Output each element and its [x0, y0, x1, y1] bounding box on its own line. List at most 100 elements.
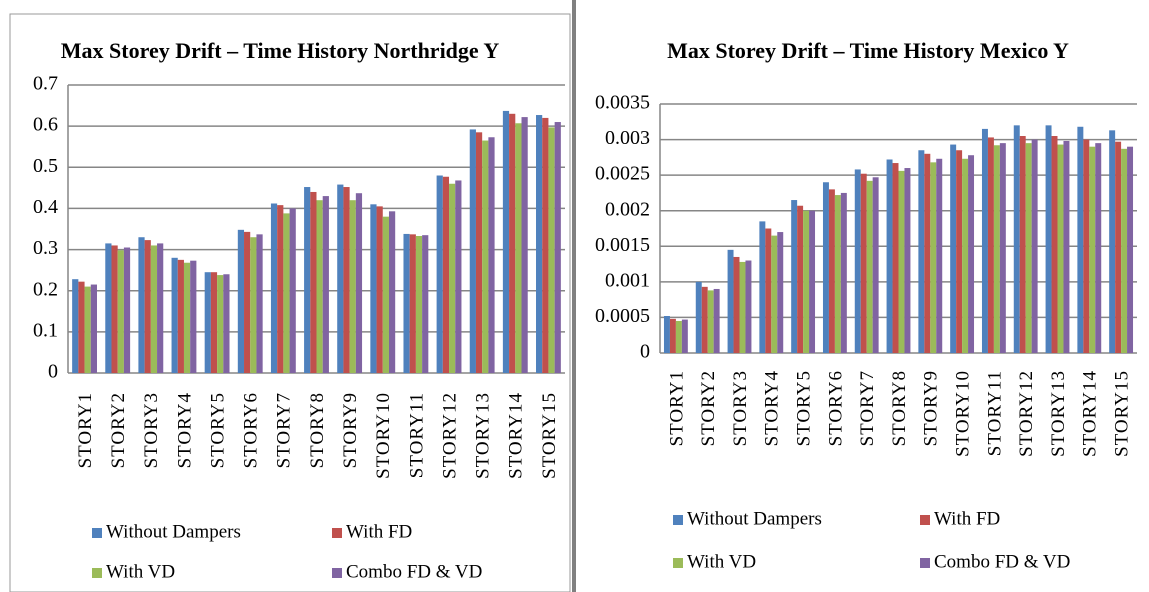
bar: [316, 200, 323, 373]
legend-swatch: [92, 528, 102, 538]
bar: [548, 127, 555, 374]
legend-label: Without Dampers: [687, 508, 822, 529]
bar: [370, 204, 377, 373]
bar: [355, 193, 363, 373]
legend-label: With VD: [687, 551, 756, 572]
bar: [993, 145, 1000, 353]
x-tick-label: STORY9: [340, 392, 361, 468]
bar: [343, 187, 350, 373]
x-tick-label: STORY15: [539, 392, 560, 479]
panel-divider: [572, 0, 576, 592]
legend-swatch: [920, 515, 930, 525]
bar: [111, 245, 118, 373]
bar: [669, 318, 676, 353]
x-tick-label: STORY14: [506, 392, 527, 479]
bar: [828, 189, 835, 353]
bar: [727, 249, 734, 353]
bar: [204, 272, 211, 373]
x-tick-label: STORY13: [1048, 370, 1069, 457]
bar: [223, 274, 230, 373]
bar: [681, 319, 688, 353]
bar: [250, 237, 257, 373]
y-tick-label: 0.4: [33, 196, 58, 218]
x-tick-label: STORY7: [857, 370, 878, 446]
x-tick-label: STORY8: [307, 392, 328, 468]
bar: [987, 137, 994, 353]
bar: [442, 176, 450, 373]
y-tick-label: 0.3: [33, 237, 58, 259]
bar: [1083, 139, 1090, 353]
x-tick-label: STORY7: [274, 392, 295, 468]
x-tick-label: STORY13: [473, 392, 494, 479]
bar: [289, 208, 296, 373]
x-tick-label: STORY1: [666, 370, 687, 446]
bar: [777, 232, 784, 353]
bar: [183, 262, 191, 373]
bar: [956, 150, 963, 353]
x-tick-label: STORY11: [406, 392, 427, 478]
bar: [515, 123, 522, 374]
bar: [797, 205, 804, 353]
bar: [695, 281, 702, 353]
bar: [536, 115, 543, 373]
bar: [403, 233, 410, 373]
x-tick-label: STORY3: [141, 392, 162, 468]
bar: [509, 113, 516, 374]
bar: [349, 200, 356, 373]
bar: [1121, 148, 1128, 353]
left-panel-frame: [9, 13, 571, 592]
bar: [270, 203, 278, 373]
bar: [1089, 146, 1096, 353]
bar: [283, 213, 290, 373]
bar: [860, 173, 867, 353]
legend-label: With FD: [934, 508, 1000, 529]
bar: [898, 170, 905, 353]
bar: [150, 245, 158, 373]
legend-swatch: [673, 558, 683, 568]
bar: [968, 155, 975, 353]
x-tick-label: STORY11: [984, 370, 1005, 456]
bar: [1127, 146, 1134, 353]
bar: [337, 184, 344, 373]
y-tick-label: 0: [48, 361, 58, 383]
y-tick-label: 0: [640, 341, 650, 363]
bar: [840, 192, 847, 353]
bar: [482, 140, 489, 373]
bar: [123, 247, 131, 373]
y-tick-label: 0.003: [605, 127, 650, 149]
bar: [1109, 130, 1116, 353]
bar: [455, 180, 462, 373]
bar: [1077, 126, 1084, 353]
bar: [542, 117, 549, 374]
bar: [809, 210, 816, 353]
legend-label: With VD: [106, 561, 175, 582]
legend-swatch: [673, 515, 683, 525]
bar: [475, 132, 483, 373]
bar: [190, 260, 197, 373]
bar: [217, 275, 224, 373]
bar: [918, 150, 925, 353]
bar: [759, 221, 766, 353]
bar: [177, 259, 184, 373]
x-tick-label: STORY5: [793, 370, 814, 446]
bar: [745, 260, 752, 353]
bar: [872, 177, 879, 353]
x-tick-label: STORY4: [762, 370, 783, 446]
x-tick-label: STORY12: [439, 392, 460, 479]
x-tick-label: STORY1: [75, 392, 96, 468]
bar: [415, 235, 423, 373]
bar: [936, 158, 943, 353]
x-tick-label: STORY14: [1080, 370, 1101, 457]
bar: [854, 169, 861, 353]
x-tick-label: STORY4: [174, 392, 195, 468]
legend-label: Combo FD & VD: [934, 551, 1070, 572]
bar: [105, 243, 112, 373]
bar: [675, 320, 682, 353]
y-tick-label: 0.001: [605, 269, 650, 291]
y-tick-label: 0.0005: [595, 305, 650, 327]
x-tick-label: STORY15: [1111, 370, 1132, 457]
bar: [892, 163, 899, 353]
bar: [488, 137, 495, 373]
bar: [1051, 136, 1058, 353]
bar: [382, 216, 389, 373]
